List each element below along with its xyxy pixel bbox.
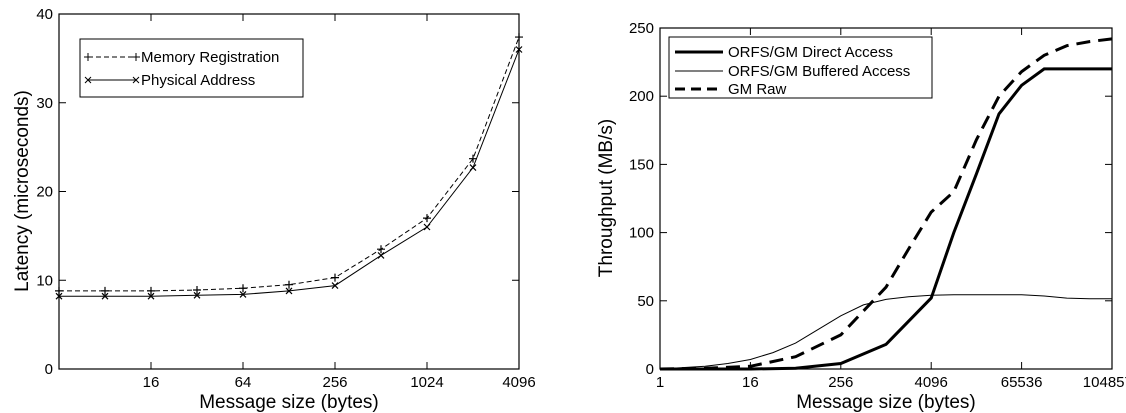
plus-data-point	[147, 286, 155, 295]
throughput-y-axis-label: Throughput (MB/s)	[596, 119, 617, 277]
cross-data-point	[193, 291, 201, 299]
legend-gm-raw-label: GM Raw	[728, 81, 787, 98]
x-tick-label: 4096	[502, 374, 535, 391]
x-tick-label: 65536	[1001, 374, 1043, 391]
cross-data-point	[55, 292, 63, 300]
x-tick-label: 1048576	[1083, 374, 1126, 391]
cross-data-point	[147, 292, 155, 300]
plus-data-point	[423, 214, 431, 223]
y-tick-label: 50	[637, 293, 654, 310]
series-line-gm-raw	[659, 37, 1113, 371]
cross-data-point	[101, 292, 109, 300]
latency-chart: 0 10 20 30 40 16 64 256 1024 4096 Latency (micro…	[12, 6, 536, 413]
x-tick-label: 256	[828, 374, 853, 391]
y-tick-label: 40	[36, 6, 53, 23]
cross-data-point	[285, 287, 293, 295]
latency-legend: Memory Registration Physical Address	[79, 38, 304, 98]
plus-data-point	[101, 286, 109, 295]
x-tick-label: 256	[322, 374, 347, 391]
plus-data-point	[331, 273, 339, 282]
x-tick-label: 1024	[410, 374, 443, 391]
x-tick-label: 64	[235, 374, 252, 391]
plus-data-point	[193, 286, 201, 295]
legend-plus-marker-icon	[84, 53, 140, 61]
plus-data-point	[377, 245, 385, 254]
legend-physical-address-label: Physical Address	[141, 72, 255, 89]
plus-data-point	[469, 154, 477, 163]
y-tick-label: 100	[629, 225, 654, 242]
x-tick-label: 1	[656, 374, 664, 391]
plus-data-point	[515, 33, 523, 42]
cross-data-point	[469, 164, 477, 171]
y-tick-label: 250	[629, 20, 654, 37]
legend-buffered-access-label: ORFS/GM Buffered Access	[728, 63, 910, 80]
cross-data-point	[377, 251, 385, 259]
plus-data-point	[239, 284, 247, 293]
plus-data-point	[55, 286, 63, 295]
throughput-x-axis-label: Message size (bytes)	[796, 392, 976, 413]
x-tick-label: 16	[143, 374, 160, 391]
cross-data-point	[239, 291, 247, 298]
y-tick-label: 200	[629, 88, 654, 105]
legend-memory-registration-label: Memory Registration	[141, 49, 279, 66]
series-line-memory-registration	[59, 36, 520, 292]
throughput-legend: ORFS/GM Direct Access ORFS/GM Buffered A…	[668, 36, 933, 99]
x-tick-label: 4096	[915, 374, 948, 391]
legend-direct-access-label: ORFS/GM Direct Access	[728, 44, 893, 61]
legend-x-marker-icon	[84, 76, 140, 84]
latency-y-axis-label: Latency (microseconds)	[12, 90, 33, 292]
series-line-orfs-gm-direct-access	[660, 67, 1112, 371]
latency-x-axis-label: Message size (bytes)	[199, 392, 379, 413]
cross-data-point	[423, 223, 431, 231]
latency-legend-box	[79, 38, 304, 98]
plus-data-point	[285, 280, 293, 289]
series-line-orfs-gm-buffered-access	[659, 294, 1112, 370]
y-tick-label: 150	[629, 156, 654, 173]
x-tick-label: 16	[742, 374, 759, 391]
y-tick-label: 20	[36, 184, 53, 201]
y-tick-label: 0	[646, 361, 654, 378]
throughput-plot-frame	[659, 27, 1113, 370]
throughput-chart: 0 50 100 150 200 250 1 16 256 4096 65536 1048576 T…	[596, 20, 1126, 413]
cross-data-point	[515, 46, 523, 53]
y-tick-label: 0	[45, 361, 53, 378]
y-tick-label: 10	[36, 272, 53, 289]
cross-data-point	[331, 282, 339, 289]
y-tick-label: 30	[36, 95, 53, 112]
